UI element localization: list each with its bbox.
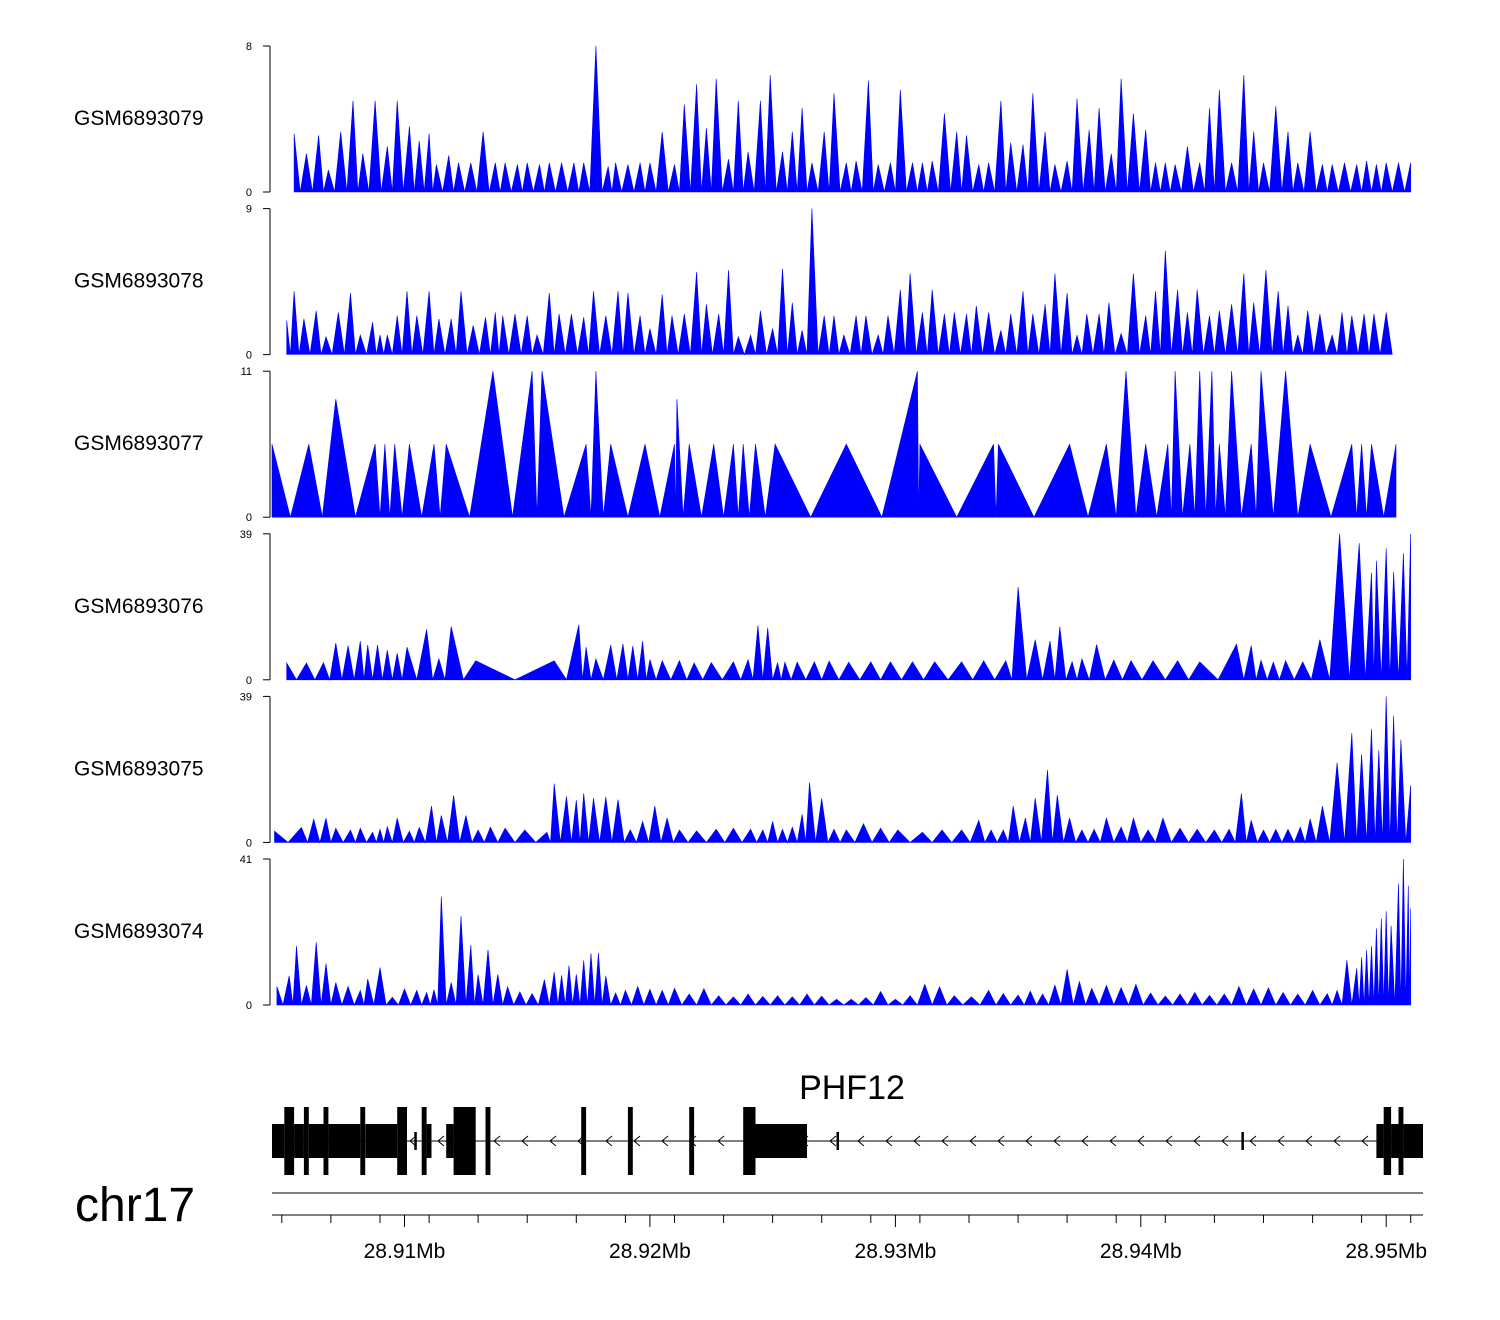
- track-label: GSM6893076: [74, 595, 204, 618]
- gene-model: PHF12: [272, 1069, 1423, 1175]
- coverage-area: [286, 533, 1411, 681]
- exon: [426, 1124, 432, 1158]
- x-tick-label: 28.91Mb: [364, 1240, 446, 1263]
- strand-arrow: [941, 1135, 949, 1147]
- strand-arrow: [997, 1135, 1005, 1147]
- x-tick-label: 28.95Mb: [1345, 1240, 1427, 1263]
- strand-arrow: [1221, 1135, 1229, 1147]
- y-tick-label-min: 0: [246, 1000, 252, 1012]
- chromosome-label: chr17: [75, 1179, 195, 1232]
- strand-arrow: [1305, 1135, 1313, 1147]
- exon: [421, 1107, 427, 1175]
- strand-arrow: [1081, 1135, 1089, 1147]
- strand-arrow: [605, 1135, 613, 1147]
- track-GSM6893075: GSM6893075 39 0: [74, 691, 1411, 849]
- track-GSM6893079: GSM6893079 8 0: [74, 41, 1411, 199]
- strand-arrow: [885, 1135, 893, 1147]
- exon: [1241, 1132, 1244, 1150]
- exon: [414, 1132, 417, 1150]
- track-label: GSM6893077: [74, 432, 204, 455]
- track-GSM6893076: GSM6893076 39 0: [74, 529, 1411, 687]
- exon: [365, 1124, 398, 1158]
- strand-arrow: [493, 1135, 501, 1147]
- y-tick-label-max: 11: [241, 366, 252, 378]
- exon: [755, 1124, 807, 1158]
- exon: [323, 1107, 329, 1175]
- exon: [272, 1124, 285, 1158]
- strand-arrow: [1025, 1135, 1033, 1147]
- y-tick-label-min: 0: [246, 675, 252, 687]
- strand-arrow: [1277, 1135, 1285, 1147]
- strand-arrow: [829, 1135, 837, 1147]
- exon: [360, 1107, 366, 1175]
- exon: [1376, 1124, 1384, 1158]
- strand-arrow: [633, 1135, 641, 1147]
- exon: [284, 1107, 295, 1175]
- exon: [743, 1107, 756, 1175]
- exon: [1383, 1107, 1392, 1175]
- y-tick-label-min: 0: [246, 512, 252, 524]
- strand-arrow: [1249, 1135, 1257, 1147]
- exon: [836, 1132, 839, 1150]
- y-tick-label-max: 8: [246, 41, 252, 53]
- strand-arrow: [1333, 1135, 1341, 1147]
- track-GSM6893077: GSM6893077 11 0: [74, 366, 1397, 524]
- y-tick-label-max: 39: [240, 529, 252, 541]
- exon: [485, 1107, 491, 1175]
- strand-arrow: [969, 1135, 977, 1147]
- exon: [689, 1107, 695, 1175]
- coverage-area: [271, 371, 1397, 519]
- track-GSM6893074: GSM6893074 41 0: [74, 854, 1411, 1012]
- strand-arrow: [1193, 1135, 1201, 1147]
- strand-arrow: [913, 1135, 921, 1147]
- exon: [1398, 1107, 1404, 1175]
- x-tick-label: 28.92Mb: [609, 1240, 691, 1263]
- coverage-tracks: GSM689307980GSM689307890GSM6893077110GSM…: [74, 41, 1411, 1012]
- coverage-area: [293, 45, 1411, 193]
- strand-arrow: [661, 1135, 669, 1147]
- exon: [627, 1107, 633, 1175]
- strand-arrow: [409, 1135, 417, 1147]
- exon: [328, 1124, 361, 1158]
- y-tick-label-min: 0: [246, 350, 252, 362]
- exon: [1391, 1124, 1399, 1158]
- strand-arrow: [1053, 1135, 1061, 1147]
- coverage-area: [274, 696, 1411, 844]
- strand-arrow: [1361, 1135, 1369, 1147]
- track-label: GSM6893079: [74, 107, 204, 130]
- exon: [308, 1124, 324, 1158]
- y-tick-label-min: 0: [246, 187, 252, 199]
- strand-arrow: [1109, 1135, 1117, 1147]
- exon: [581, 1107, 587, 1175]
- y-tick-label-min: 0: [246, 837, 252, 849]
- strand-arrow: [549, 1135, 557, 1147]
- exon: [446, 1124, 454, 1158]
- exon: [1403, 1124, 1423, 1158]
- coverage-area: [286, 208, 1393, 356]
- track-GSM6893078: GSM6893078 9 0: [74, 204, 1393, 362]
- gene-label: PHF12: [799, 1069, 905, 1107]
- track-label: GSM6893075: [74, 757, 204, 780]
- strand-arrow: [717, 1135, 725, 1147]
- coverage-area: [276, 858, 1411, 1007]
- strand-arrow: [437, 1135, 445, 1147]
- y-tick-label-max: 39: [240, 691, 252, 703]
- x-tick-label: 28.93Mb: [855, 1240, 937, 1263]
- strand-arrow: [1137, 1135, 1145, 1147]
- strand-arrow: [521, 1135, 529, 1147]
- y-tick-label-max: 9: [246, 204, 252, 216]
- strand-arrow: [857, 1135, 865, 1147]
- genome-axis: 28.91Mb 28.92Mb 28.93Mb 28.94Mb 28.95Mb: [272, 1192, 1427, 1263]
- exon: [303, 1107, 309, 1175]
- track-label: GSM6893074: [74, 920, 204, 943]
- x-tick-label: 28.94Mb: [1100, 1240, 1182, 1263]
- strand-arrow: [1165, 1135, 1173, 1147]
- exon: [294, 1124, 304, 1158]
- exon: [453, 1107, 476, 1175]
- track-label: GSM6893078: [74, 270, 204, 293]
- y-tick-label-max: 41: [240, 854, 252, 866]
- exon: [397, 1107, 407, 1175]
